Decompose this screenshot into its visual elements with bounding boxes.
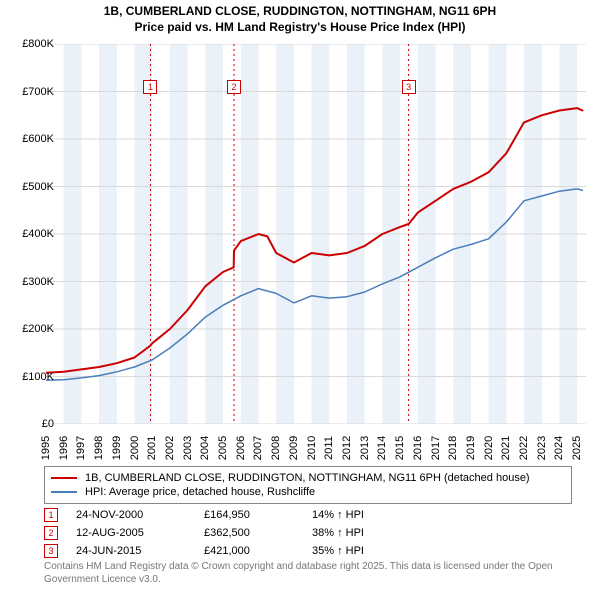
sale-row: 1 24-NOV-2000 £164,950 14% ↑ HPI <box>44 506 572 524</box>
xtick-label: 2013 <box>359 436 371 460</box>
legend-row: HPI: Average price, detached house, Rush… <box>51 485 565 499</box>
xtick-label: 2000 <box>129 436 141 460</box>
sale-row-marker: 2 <box>44 526 58 540</box>
legend-label: 1B, CUMBERLAND CLOSE, RUDDINGTON, NOTTIN… <box>85 472 530 484</box>
sale-date: 24-JUN-2015 <box>76 545 186 557</box>
xtick-label: 2007 <box>252 436 264 460</box>
ytick-label: £400K <box>8 228 54 240</box>
xtick-label: 2006 <box>235 436 247 460</box>
sale-date: 24-NOV-2000 <box>76 509 186 521</box>
xtick-label: 2020 <box>483 436 495 460</box>
sale-row: 3 24-JUN-2015 £421,000 35% ↑ HPI <box>44 542 572 560</box>
ytick-label: £100K <box>8 371 54 383</box>
footer-text: Contains HM Land Registry data © Crown c… <box>44 561 553 585</box>
xtick-label: 2009 <box>288 436 300 460</box>
sale-delta: 14% ↑ HPI <box>312 509 422 521</box>
xtick-label: 2018 <box>447 436 459 460</box>
sale-row: 2 12-AUG-2005 £362,500 38% ↑ HPI <box>44 524 572 542</box>
xtick-label: 2004 <box>199 436 211 460</box>
legend: 1B, CUMBERLAND CLOSE, RUDDINGTON, NOTTIN… <box>44 466 572 504</box>
xtick-label: 2023 <box>536 436 548 460</box>
ytick-label: £200K <box>8 323 54 335</box>
xtick-label: 2022 <box>518 436 530 460</box>
xtick-label: 1997 <box>75 436 87 460</box>
sale-date: 12-AUG-2005 <box>76 527 186 539</box>
sale-row-marker: 1 <box>44 508 58 522</box>
xtick-label: 2012 <box>341 436 353 460</box>
xtick-label: 2008 <box>270 436 282 460</box>
ytick-label: £300K <box>8 276 54 288</box>
xtick-label: 2001 <box>146 436 158 460</box>
sale-marker-3: 3 <box>402 80 416 94</box>
sale-delta: 38% ↑ HPI <box>312 527 422 539</box>
sale-marker-2: 2 <box>227 80 241 94</box>
xtick-label: 2011 <box>323 436 335 460</box>
sale-price: £362,500 <box>204 527 294 539</box>
legend-row: 1B, CUMBERLAND CLOSE, RUDDINGTON, NOTTIN… <box>51 471 565 485</box>
sale-price: £164,950 <box>204 509 294 521</box>
xtick-label: 2003 <box>182 436 194 460</box>
xtick-label: 2002 <box>164 436 176 460</box>
chart-svg <box>46 44 586 424</box>
xtick-label: 1999 <box>111 436 123 460</box>
xtick-label: 1995 <box>40 436 52 460</box>
xtick-label: 2021 <box>500 436 512 460</box>
sale-price: £421,000 <box>204 545 294 557</box>
chart-area: 1 2 3 <box>46 44 586 424</box>
title-line-2: Price paid vs. HM Land Registry's House … <box>10 20 590 36</box>
legend-swatch <box>51 477 77 479</box>
xtick-label: 2015 <box>394 436 406 460</box>
ytick-label: £800K <box>8 38 54 50</box>
ytick-label: £500K <box>8 181 54 193</box>
xtick-label: 2024 <box>553 436 565 460</box>
title-line-1: 1B, CUMBERLAND CLOSE, RUDDINGTON, NOTTIN… <box>10 4 590 20</box>
sale-row-marker: 3 <box>44 544 58 558</box>
footer-attribution: Contains HM Land Registry data © Crown c… <box>44 561 572 586</box>
ytick-label: £700K <box>8 86 54 98</box>
xtick-label: 2017 <box>430 436 442 460</box>
ytick-label: £600K <box>8 133 54 145</box>
sales-table: 1 24-NOV-2000 £164,950 14% ↑ HPI 2 12-AUG-200… <box>44 506 572 560</box>
sale-delta: 35% ↑ HPI <box>312 545 422 557</box>
chart-title-block: 1B, CUMBERLAND CLOSE, RUDDINGTON, NOTTIN… <box>0 0 600 41</box>
xtick-label: 2010 <box>306 436 318 460</box>
sale-marker-1: 1 <box>143 80 157 94</box>
ytick-label: £0 <box>8 418 54 430</box>
xtick-label: 2025 <box>571 436 583 460</box>
xtick-label: 2019 <box>465 436 477 460</box>
xtick-label: 2005 <box>217 436 229 460</box>
xtick-label: 1996 <box>58 436 70 460</box>
xtick-label: 2014 <box>376 436 388 460</box>
legend-swatch <box>51 491 77 493</box>
xtick-label: 1998 <box>93 436 105 460</box>
xtick-label: 2016 <box>412 436 424 460</box>
legend-label: HPI: Average price, detached house, Rush… <box>85 486 315 498</box>
